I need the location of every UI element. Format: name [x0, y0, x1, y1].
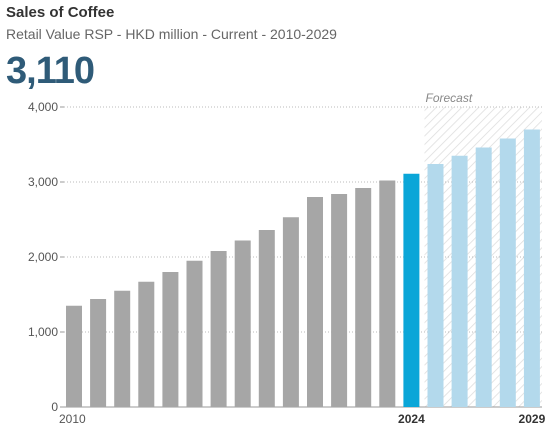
y-tick-label: 2,000 — [28, 250, 58, 264]
bar-2029[interactable] — [523, 129, 540, 408]
bar-2012[interactable] — [114, 290, 131, 407]
chart-title: Sales of Coffee — [6, 4, 115, 21]
bar-2022[interactable] — [355, 188, 372, 407]
y-tick-label: 4,000 — [28, 100, 58, 114]
chart-header: Sales of Coffee Retail Value RSP - HKD m… — [6, 4, 337, 91]
bar-2014[interactable] — [162, 272, 179, 407]
y-tick-label: 3,000 — [28, 175, 58, 189]
bar-2024[interactable] — [403, 173, 420, 407]
x-tick-label: 2024 — [398, 412, 425, 426]
bar-2015[interactable] — [186, 260, 203, 407]
bar-2018[interactable] — [258, 230, 275, 407]
x-tick-label: 2029 — [519, 412, 546, 426]
bar-2023[interactable] — [379, 180, 396, 408]
bar-2013[interactable] — [138, 281, 155, 407]
y-tick-label: 1,000 — [28, 325, 58, 339]
bar-2027[interactable] — [475, 147, 492, 408]
chart-subtitle: Retail Value RSP - HKD million - Current… — [6, 26, 337, 42]
headline-value: 3,110 — [6, 50, 95, 92]
y-axis-ticks: 0 1,000 2,000 3,000 4,000 — [28, 100, 64, 414]
bars — [66, 129, 540, 408]
bar-2020[interactable] — [307, 197, 323, 407]
bar-2010[interactable] — [66, 305, 82, 407]
bar-2028[interactable] — [499, 138, 516, 408]
bar-2025[interactable] — [427, 164, 444, 407]
bar-2021[interactable] — [331, 194, 348, 407]
bar-2016[interactable] — [210, 251, 227, 407]
bar-2017[interactable] — [234, 240, 251, 408]
bar-2019[interactable] — [282, 217, 299, 407]
forecast-label: Forecast — [426, 91, 473, 105]
y-tick-label: 0 — [51, 400, 58, 414]
bar-2026[interactable] — [451, 155, 468, 407]
x-tick-label: 2010 — [59, 412, 86, 426]
x-axis-labels: 2010 2024 2029 — [59, 412, 546, 426]
bar-2011[interactable] — [90, 299, 107, 407]
